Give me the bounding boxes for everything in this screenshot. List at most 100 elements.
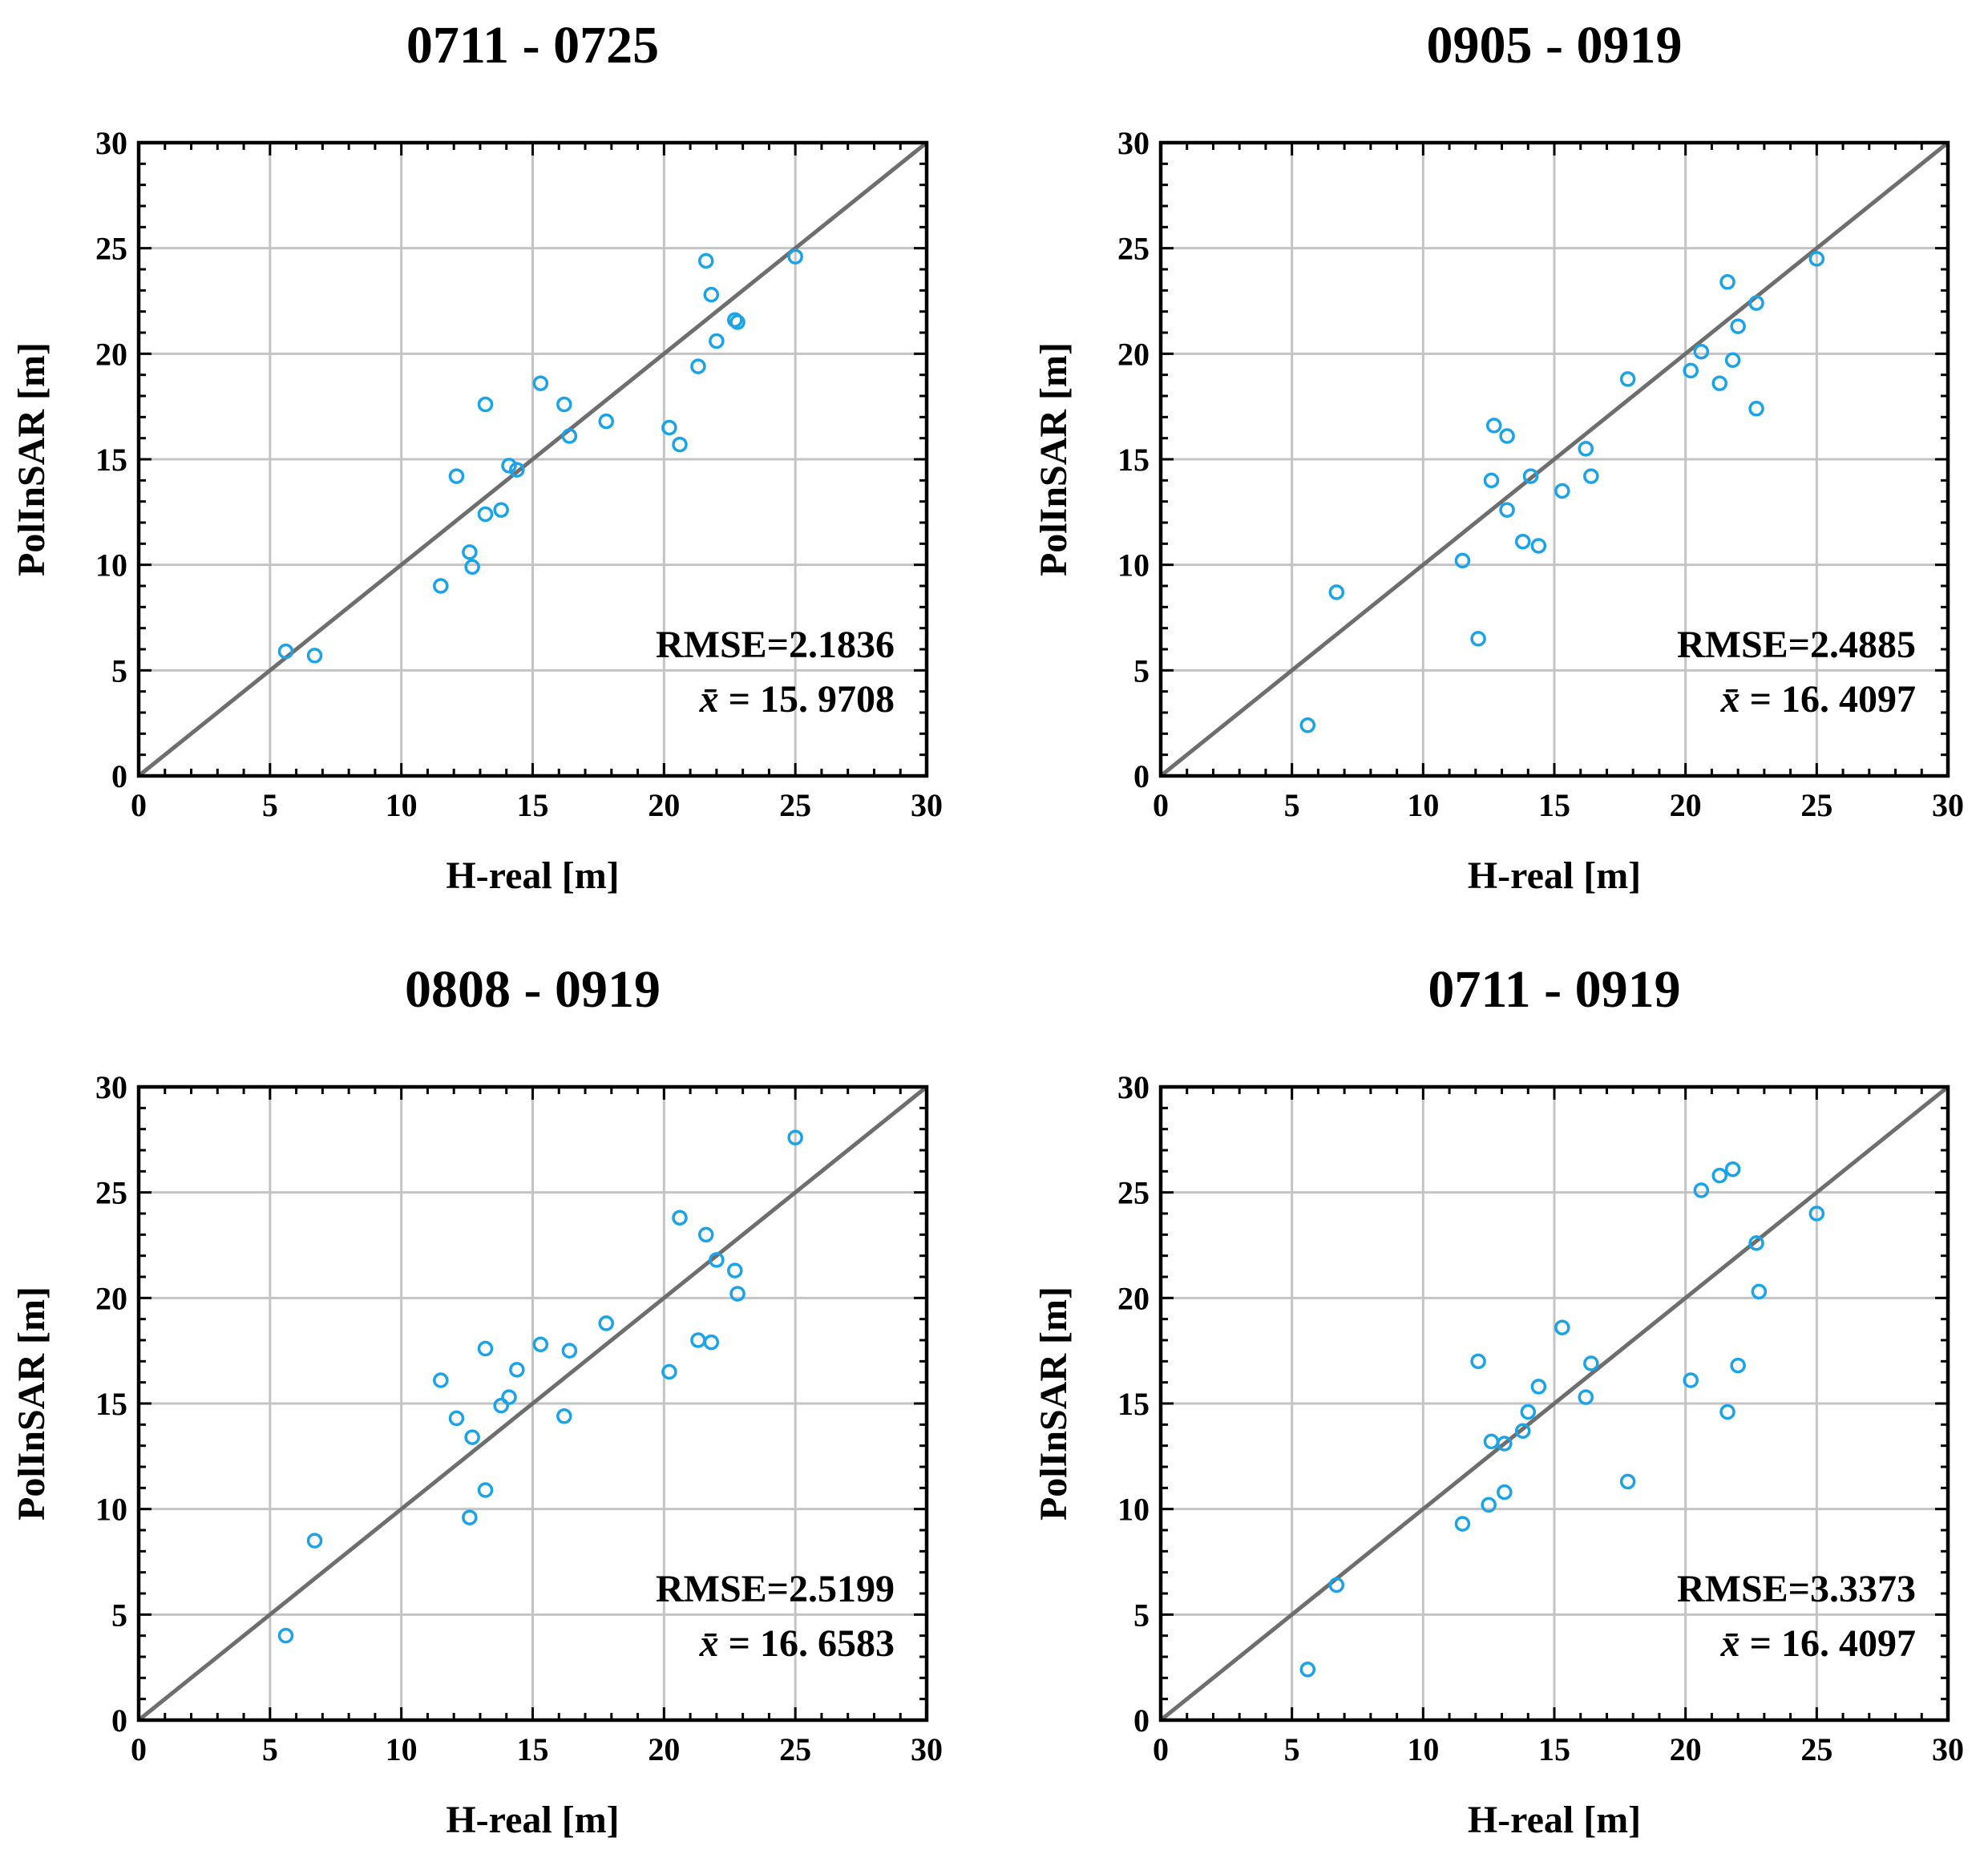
x-tick-label: 25 [1800, 787, 1832, 823]
data-point [1808, 1206, 1825, 1222]
data-point [661, 419, 677, 436]
data-point [1483, 472, 1500, 489]
data-point [493, 502, 509, 518]
x-tick-label: 10 [1407, 787, 1439, 823]
chart-title: 0711 - 0725 [406, 16, 659, 75]
data-point [477, 1340, 494, 1357]
data-point [433, 578, 449, 594]
data-point [1711, 375, 1727, 391]
y-tick-label: 20 [95, 336, 127, 372]
data-point [1724, 352, 1741, 368]
data-point [1693, 343, 1710, 360]
data-point [306, 1533, 323, 1549]
data-point [1514, 533, 1531, 550]
y-tick-label: 25 [1117, 1175, 1150, 1211]
data-point [1499, 502, 1515, 518]
axes-frame [1158, 1084, 1950, 1723]
x-tick-label: 0 [131, 1731, 147, 1767]
data-point [1497, 1436, 1513, 1452]
x-axis-label: H-real [m] [446, 854, 619, 897]
data-point [1454, 1516, 1471, 1532]
mean-value: = 16. 6583 [729, 1622, 895, 1665]
x-tick-label: 0 [131, 787, 147, 823]
mean-symbol: x̄ [1720, 1622, 1750, 1665]
data-point [433, 1372, 449, 1388]
data-point [598, 413, 614, 430]
data-point [672, 1210, 688, 1226]
data-point [532, 375, 549, 391]
mean-annotation: x̄ = 16. 4097 [1720, 678, 1916, 721]
data-point [787, 248, 803, 265]
data-point [501, 1389, 517, 1405]
y-axis-label: PolInSAR [m] [10, 342, 53, 576]
data-point [1578, 441, 1594, 457]
x-tick-label: 5 [1284, 1731, 1300, 1767]
data-point [1328, 584, 1345, 600]
data-point [532, 1336, 549, 1353]
data-point [509, 462, 525, 478]
y-tick-label: 0 [111, 758, 127, 794]
x-tick-label: 20 [1670, 1731, 1702, 1767]
data-point [727, 1262, 743, 1278]
data-point [556, 1408, 572, 1424]
x-tick-label: 0 [1153, 787, 1169, 823]
data-point [306, 648, 323, 664]
data-point [1730, 1357, 1746, 1374]
data-point [501, 458, 517, 474]
y-tick-label: 5 [111, 652, 127, 689]
y-tick-label: 25 [1117, 231, 1150, 267]
y-tick-label: 30 [95, 1069, 127, 1105]
rmse-annotation: RMSE=3.3373 [1677, 1568, 1916, 1610]
data-point [1554, 483, 1570, 499]
mean-value: = 16. 4097 [1750, 678, 1916, 721]
x-tick-label: 25 [1800, 1731, 1832, 1767]
data-point [462, 544, 478, 560]
data-point [477, 506, 494, 523]
data-point [493, 1397, 509, 1414]
data-point [448, 1410, 465, 1427]
reference-line [1159, 1085, 1950, 1722]
data-point [690, 1332, 706, 1348]
rmse-annotation: RMSE=2.1836 [656, 624, 895, 666]
data-point [729, 1286, 746, 1302]
data-point [672, 436, 688, 453]
x-tick-label: 15 [517, 787, 549, 823]
data-point [1481, 1496, 1497, 1513]
data-point [1583, 468, 1599, 484]
data-point [464, 559, 480, 576]
y-tick-label: 15 [1117, 442, 1150, 478]
y-tick-label: 10 [95, 547, 127, 584]
y-tick-label: 0 [1133, 1702, 1150, 1739]
data-point [1454, 552, 1471, 569]
data-point [729, 314, 746, 330]
data-point [277, 1627, 294, 1644]
x-axis-label: H-real [m] [1468, 1799, 1641, 1841]
axes-frame [1158, 140, 1950, 778]
mean-symbol: x̄ [1720, 678, 1750, 721]
x-tick-label: 30 [1932, 1731, 1964, 1767]
data-point [1470, 1353, 1486, 1370]
chart-title: 0808 - 0919 [405, 960, 661, 1019]
x-tick-label: 25 [779, 1731, 811, 1767]
axes-frame [136, 1084, 929, 1723]
y-tick-label: 0 [111, 1702, 127, 1739]
data-point [1693, 1182, 1710, 1198]
data-point [462, 1509, 478, 1525]
data-point [1520, 1404, 1537, 1420]
x-tick-label: 20 [648, 787, 680, 823]
y-tick-label: 30 [1117, 125, 1150, 161]
y-tick-label: 0 [1133, 758, 1150, 794]
data-point [1751, 1283, 1768, 1300]
chart-title: 0711 - 0919 [1428, 960, 1680, 1019]
data-point [703, 286, 720, 303]
x-tick-label: 10 [386, 1731, 418, 1767]
data-point [690, 358, 706, 374]
x-tick-label: 15 [517, 1731, 549, 1767]
y-tick-label: 20 [1117, 1280, 1150, 1316]
y-tick-label: 15 [95, 442, 127, 478]
data-point [509, 1362, 525, 1378]
mean-value: = 15. 9708 [729, 678, 895, 721]
reference-line [137, 141, 928, 777]
x-tick-label: 25 [779, 787, 811, 823]
